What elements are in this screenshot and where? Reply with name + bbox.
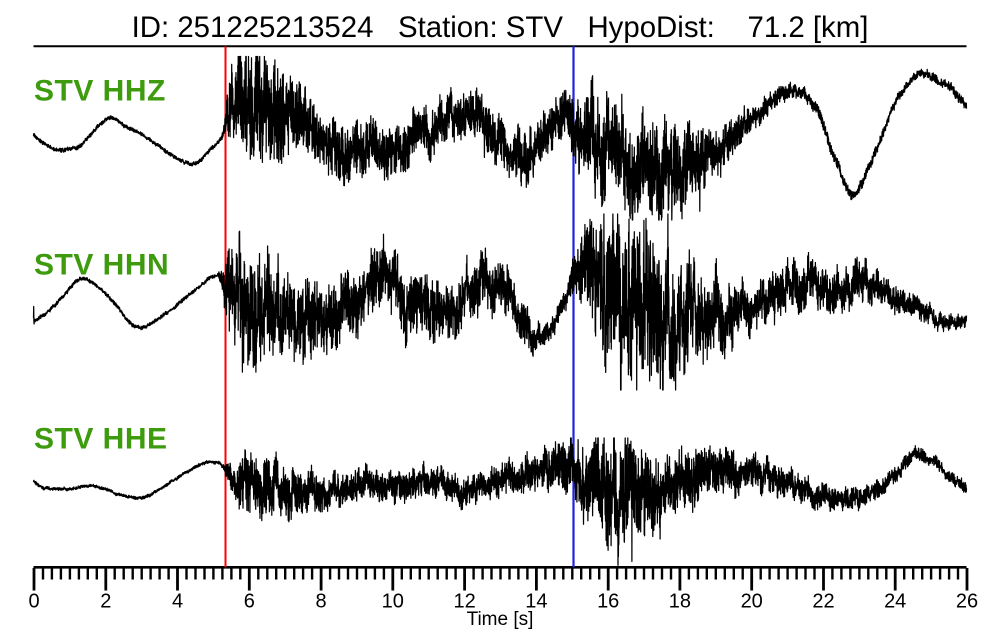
svg-text:4: 4: [172, 591, 183, 613]
svg-text:Time [s]: Time [s]: [467, 609, 534, 630]
svg-text:8: 8: [316, 591, 327, 613]
svg-text:STV HHE: STV HHE: [34, 423, 168, 456]
svg-text:0: 0: [28, 591, 39, 613]
svg-text:22: 22: [812, 591, 834, 613]
svg-text:20: 20: [741, 591, 763, 613]
svg-text:16: 16: [597, 591, 619, 613]
svg-text:6: 6: [244, 591, 255, 613]
svg-text:18: 18: [669, 591, 691, 613]
svg-text:ID: 251225213524 Station: ST: ID: 251225213524 Station: STV HypoDist: …: [132, 11, 869, 44]
svg-text:2: 2: [100, 591, 111, 613]
svg-text:14: 14: [525, 591, 547, 613]
svg-text:26: 26: [956, 591, 978, 613]
svg-text:10: 10: [382, 591, 404, 613]
svg-text:STV HHZ: STV HHZ: [34, 75, 166, 108]
svg-text:12: 12: [453, 591, 475, 613]
svg-text:24: 24: [884, 591, 906, 613]
svg-text:STV HHN: STV HHN: [34, 249, 169, 282]
